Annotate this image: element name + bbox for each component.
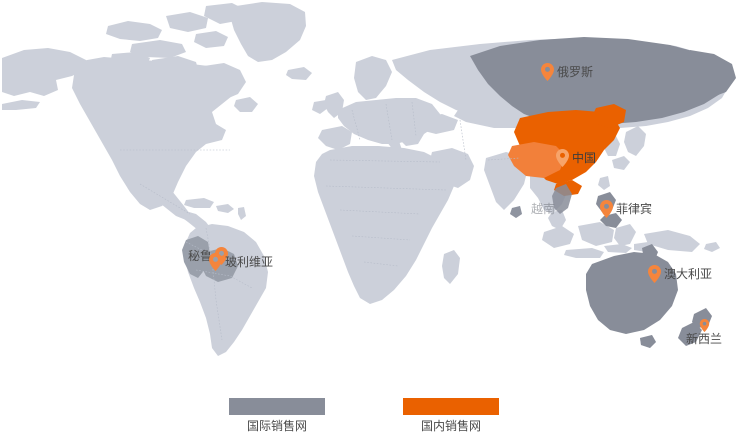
newfoundland — [234, 97, 258, 112]
aleutians — [2, 100, 40, 110]
taiwan — [598, 176, 610, 190]
marker-label-philippines: 菲律宾 — [616, 202, 653, 216]
arctic-islands-4 — [194, 31, 228, 48]
marker-china[interactable]: 中国 — [556, 149, 596, 167]
japan — [624, 126, 646, 156]
ireland — [312, 100, 328, 114]
marker-label-bolivia: 玻利维亚 — [225, 255, 274, 269]
scandinavia — [354, 56, 392, 100]
labrador — [202, 63, 246, 100]
highlight-russia-layer — [470, 37, 736, 125]
map-pin-icon — [699, 319, 709, 332]
arctic-islands-3 — [166, 12, 208, 32]
madagascar — [442, 250, 460, 284]
indonesia-small-1 — [604, 244, 632, 253]
sulawesi — [614, 224, 636, 246]
marker-russia[interactable]: 俄罗斯 — [541, 63, 593, 81]
vietnam-region — [552, 184, 572, 214]
africa — [314, 146, 454, 304]
arabia — [430, 148, 474, 188]
legend-swatch-domestic — [403, 398, 499, 415]
legend-item-domestic[interactable]: 国内销售网 — [403, 398, 499, 432]
marker-vietnam[interactable]: 越南 — [528, 203, 555, 215]
turkey — [416, 114, 458, 134]
legend-swatch-international — [229, 398, 325, 415]
highlight-china-layer — [508, 104, 626, 196]
greenland — [230, 2, 306, 62]
russia-far-east — [690, 50, 736, 98]
marker-label-vietnam: 越南 — [531, 202, 556, 216]
arctic-islands-2 — [130, 40, 186, 58]
marker-label-china: 中国 — [572, 151, 597, 165]
tasmania-region — [640, 335, 656, 348]
marker-label-russia: 俄罗斯 — [557, 65, 594, 79]
country-borders-layer — [120, 101, 521, 341]
marker-bolivia[interactable]: 玻利维亚 — [209, 253, 273, 271]
legend-label-international: 国际销售网 — [246, 419, 307, 433]
borneo — [578, 222, 614, 246]
ellesmere — [204, 3, 246, 24]
legend-item-international[interactable]: 国际销售网 — [229, 398, 325, 432]
arctic-islands — [106, 21, 162, 41]
malay-peninsula — [548, 210, 566, 230]
mexico — [140, 180, 190, 220]
map-pin-icon — [556, 149, 569, 167]
china-northeast — [592, 104, 626, 128]
sumatra — [542, 226, 574, 248]
cuba — [184, 198, 214, 208]
highlight-srilanka-layer — [510, 206, 522, 218]
legend-label-domestic: 国内销售网 — [420, 419, 481, 433]
russia-region — [470, 37, 728, 125]
marker-label-australia: 澳大利亚 — [664, 267, 713, 281]
sri-lanka-region — [510, 206, 522, 218]
australia-cape-york — [642, 244, 658, 262]
marker-peru[interactable]: 秘鲁 — [188, 247, 229, 265]
map-legend: 国际销售网 国内销售网 — [0, 398, 748, 442]
java — [564, 248, 604, 258]
pacific-islands — [704, 242, 720, 252]
map-pin-icon — [600, 200, 613, 218]
new-guinea — [644, 230, 700, 252]
marker-newzealand[interactable]: 新西兰 — [686, 319, 722, 345]
north-america — [72, 57, 238, 210]
iberia — [318, 126, 352, 150]
map-pin-icon — [541, 63, 554, 81]
new-zealand-south — [678, 322, 702, 346]
marker-label-peru: 秘鲁 — [188, 249, 213, 263]
japan-south — [612, 156, 630, 170]
map-pin-icon — [648, 265, 661, 283]
alaska — [2, 48, 86, 96]
marker-philippines[interactable]: 菲律宾 — [600, 200, 652, 218]
marker-australia[interactable]: 澳大利亚 — [648, 265, 712, 283]
china-tibet-west — [508, 142, 566, 178]
iceland — [286, 67, 312, 80]
marker-label-newzealand: 新西兰 — [686, 332, 723, 346]
map-pin-icon — [209, 253, 222, 271]
highlight-vietnam-layer — [552, 184, 572, 214]
balkans — [398, 126, 424, 146]
lesser-antilles — [238, 207, 246, 220]
hispaniola — [216, 204, 234, 213]
